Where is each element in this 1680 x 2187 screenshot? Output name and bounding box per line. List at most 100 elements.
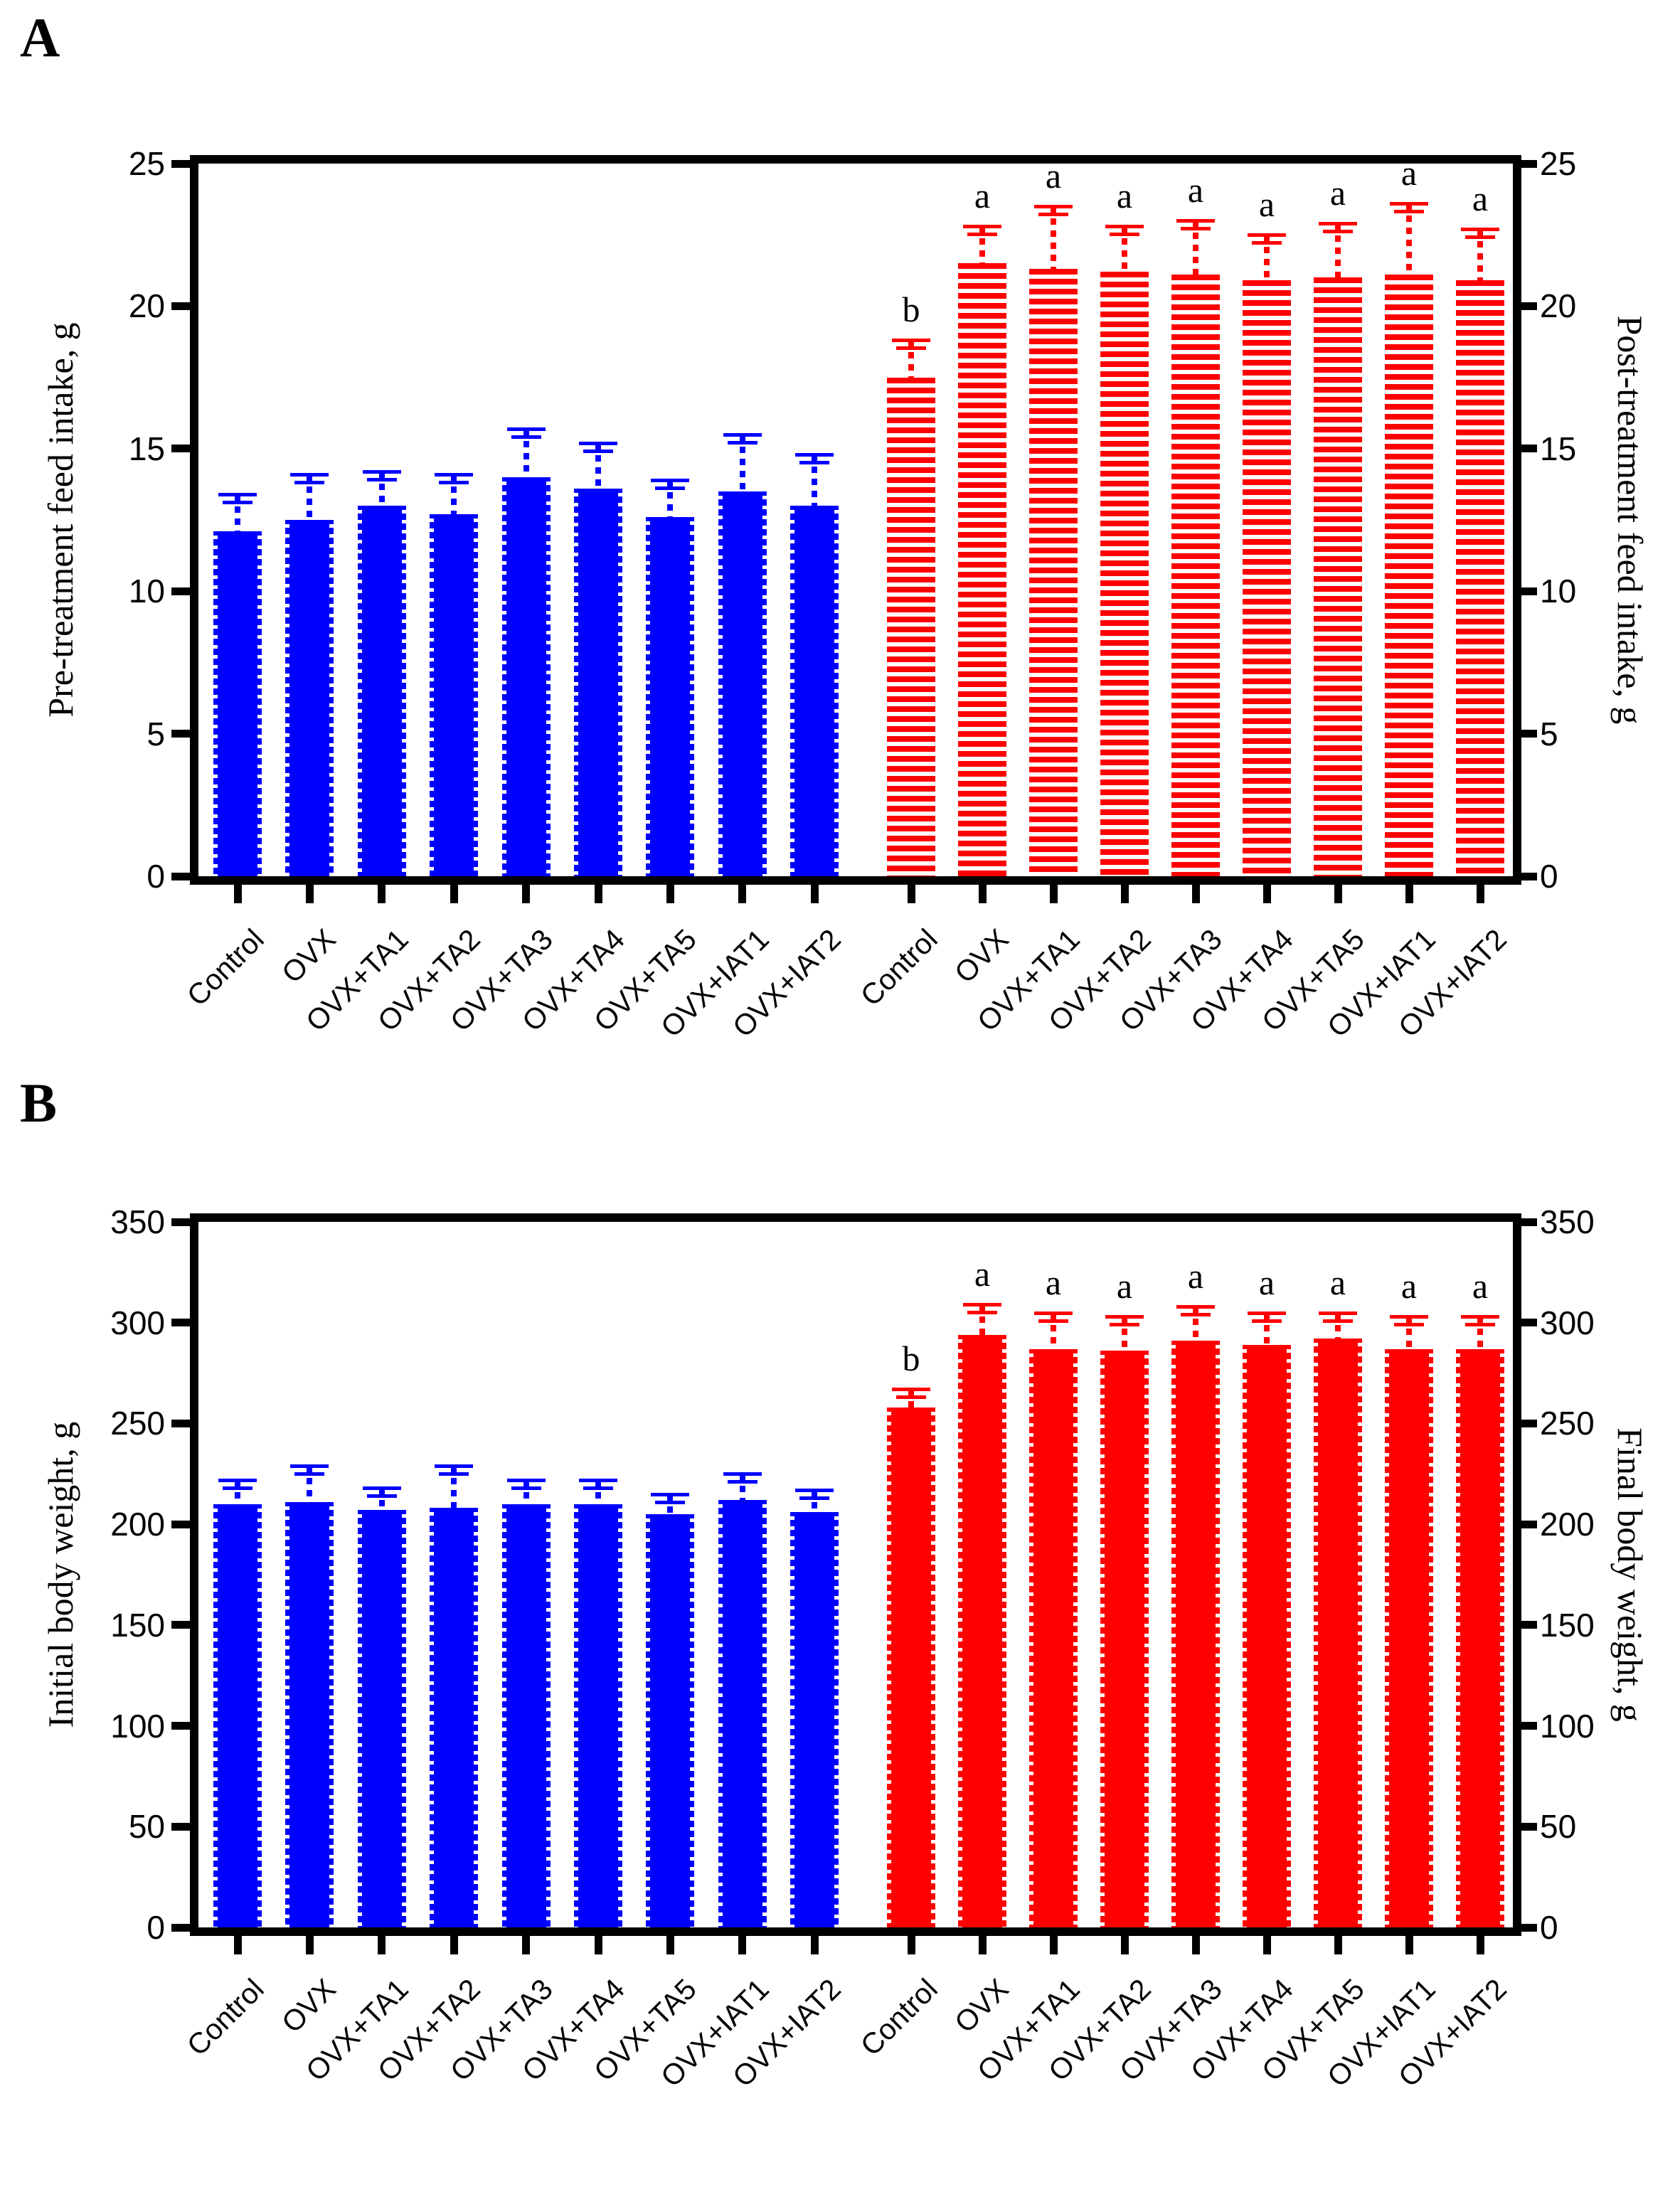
error-bar-cap bbox=[1390, 1315, 1428, 1319]
x-axis-tick bbox=[305, 885, 314, 903]
x-axis-tick bbox=[1334, 885, 1342, 903]
significance-letter: a bbox=[1400, 1266, 1418, 1307]
y-axis-tick-left bbox=[171, 1722, 190, 1730]
error-bar-cap-inner bbox=[799, 460, 830, 464]
error-bar-cap bbox=[290, 1464, 329, 1468]
y-axis-tick-left bbox=[171, 730, 190, 738]
error-bar-whisker bbox=[1264, 235, 1270, 281]
x-axis-tick bbox=[907, 1936, 915, 1954]
error-bar-cap bbox=[1176, 219, 1215, 223]
error-bar-cap-inner bbox=[1181, 227, 1211, 231]
error-bar-cap bbox=[1248, 233, 1286, 238]
error-bar-whisker bbox=[523, 1479, 529, 1504]
y-tick-label-right: 300 bbox=[1540, 1304, 1595, 1341]
significance-letter: a bbox=[1258, 184, 1275, 225]
x-axis-tick bbox=[666, 1936, 674, 1954]
x-axis-tick bbox=[1049, 1936, 1058, 1954]
error-bar-cap bbox=[579, 1478, 617, 1482]
y-tick-label-right: 350 bbox=[1540, 1203, 1595, 1240]
x-axis-tick bbox=[594, 885, 602, 903]
y-tick-label-right: 25 bbox=[1540, 145, 1577, 182]
error-bar-whisker bbox=[739, 1474, 745, 1501]
error-bar-cap-inner bbox=[1323, 230, 1353, 234]
significance-letter: a bbox=[1045, 1262, 1062, 1302]
error-bar-cap bbox=[651, 478, 690, 482]
x-axis-tick bbox=[450, 885, 458, 903]
error-bar-whisker bbox=[1051, 206, 1056, 270]
error-bar-whisker bbox=[378, 471, 385, 506]
y-axis-tick-left bbox=[171, 1419, 190, 1427]
y-axis-tick-right bbox=[1521, 1923, 1537, 1932]
bar-A-left-series-OVX+TA3 bbox=[501, 477, 551, 877]
plot-frame-B bbox=[190, 1213, 1521, 1936]
error-bar-whisker bbox=[1477, 229, 1483, 281]
x-axis-tick bbox=[907, 885, 915, 903]
error-bar-cap-inner bbox=[583, 449, 613, 453]
y-axis-tick-right bbox=[1521, 587, 1537, 595]
panel-b-left-axis-title: Initial body weight, g bbox=[41, 1421, 80, 1728]
error-bar-cap-inner bbox=[1110, 233, 1139, 237]
error-bar-cap-inner bbox=[366, 1494, 397, 1499]
error-bar-cap bbox=[1319, 1311, 1357, 1315]
error-bar-whisker bbox=[307, 1465, 313, 1502]
y-tick-label-right: 5 bbox=[1540, 715, 1558, 752]
significance-letter: b bbox=[902, 1339, 920, 1379]
error-bar-whisker bbox=[523, 428, 529, 477]
y-tick-label-left: 20 bbox=[128, 287, 165, 325]
y-tick-label-left: 350 bbox=[110, 1203, 165, 1240]
error-bar-cap-inner bbox=[1323, 1319, 1353, 1323]
y-tick-label-right: 200 bbox=[1540, 1506, 1595, 1543]
significance-letter: a bbox=[1116, 176, 1133, 216]
error-bar-whisker bbox=[739, 434, 745, 491]
error-bar-cap-inner bbox=[896, 1395, 926, 1400]
bar-B-left-series-OVX+TA1 bbox=[357, 1510, 406, 1927]
x-axis-tick bbox=[1262, 1936, 1271, 1954]
y-tick-label-right: 15 bbox=[1540, 430, 1577, 467]
error-bar-whisker bbox=[1122, 226, 1127, 272]
error-bar-cap bbox=[362, 1486, 401, 1491]
error-bar-cap bbox=[892, 339, 930, 343]
error-bar-cap-inner bbox=[1394, 1323, 1424, 1327]
y-tick-label-left: 10 bbox=[128, 573, 165, 610]
y-tick-label-left: 150 bbox=[110, 1606, 165, 1644]
y-axis-tick-left bbox=[171, 1621, 190, 1629]
y-tick-label-right: 150 bbox=[1540, 1606, 1595, 1644]
error-bar-whisker bbox=[1193, 220, 1198, 275]
y-axis-tick-right bbox=[1521, 1520, 1537, 1528]
y-axis-tick-right bbox=[1521, 159, 1537, 168]
y-axis-tick-right bbox=[1521, 1419, 1537, 1427]
error-bar-whisker bbox=[1051, 1312, 1056, 1349]
x-axis-tick bbox=[378, 885, 386, 903]
bar-B-right-series-OVX+TA1 bbox=[1029, 1348, 1078, 1928]
error-bar-whisker bbox=[1122, 1316, 1127, 1351]
bar-A-left-series-OVX+TA2 bbox=[430, 514, 479, 877]
y-axis-tick-right bbox=[1521, 872, 1537, 880]
bar-A-left-series-Control bbox=[213, 531, 262, 876]
error-bar-whisker bbox=[1477, 1316, 1483, 1349]
error-bar-whisker bbox=[667, 1494, 674, 1514]
bar-B-right-series-OVX+TA5 bbox=[1314, 1339, 1362, 1927]
error-bar-whisker bbox=[235, 1479, 240, 1504]
bar-A-right-series-Control bbox=[887, 377, 935, 876]
error-bar-cap-inner bbox=[1038, 213, 1068, 217]
error-bar-cap bbox=[218, 1478, 257, 1482]
y-tick-label-left: 25 bbox=[128, 145, 165, 182]
x-axis-tick bbox=[1191, 885, 1200, 903]
significance-letter: a bbox=[1329, 173, 1346, 213]
error-bar-cap bbox=[1319, 222, 1357, 226]
significance-letter: a bbox=[1472, 1266, 1489, 1307]
x-axis-tick bbox=[738, 885, 747, 903]
significance-letter: a bbox=[1187, 170, 1204, 211]
figure-root: A B Pre-treatment feed intake, g Post-tr… bbox=[20, 6, 1650, 2093]
y-axis-tick-left bbox=[171, 1218, 190, 1226]
bar-B-right-series-OVX+TA3 bbox=[1171, 1341, 1220, 1927]
error-bar-cap bbox=[1461, 228, 1499, 232]
error-bar-cap-inner bbox=[1465, 1323, 1495, 1327]
error-bar-cap bbox=[435, 472, 474, 477]
error-bar-cap bbox=[795, 1488, 834, 1492]
error-bar-cap bbox=[362, 469, 401, 474]
error-bar-cap bbox=[290, 472, 329, 477]
bar-A-left-series-OVX bbox=[285, 520, 334, 876]
error-bar-cap bbox=[1034, 205, 1073, 209]
x-axis-tick bbox=[378, 1936, 386, 1954]
